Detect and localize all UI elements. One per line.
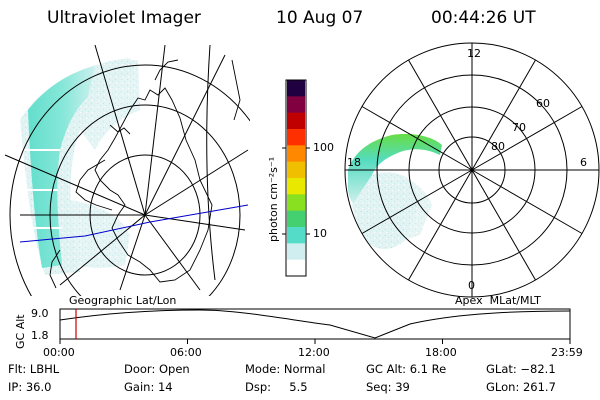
- colorbar: [282, 79, 310, 277]
- lat-label-60: 60: [536, 97, 550, 110]
- lat-label-80: 80: [491, 140, 505, 153]
- colorbar-segment: [287, 80, 305, 97]
- colorbar-segment: [287, 178, 305, 195]
- mlt-label-12: 12: [467, 47, 481, 60]
- info-glat: GLat: −82.1: [486, 362, 556, 376]
- info-flight: Flt: LBHL: [8, 362, 60, 376]
- altitude-xtick: 18:00: [425, 346, 457, 359]
- date-label: 10 Aug 07: [276, 8, 364, 28]
- altitude-ytick-min: 1.8: [31, 329, 49, 342]
- info-dsp: Dsp: 5.5: [245, 380, 308, 394]
- altitude-ylabel: GC Alt: [14, 314, 27, 349]
- colorbar-segment: [287, 194, 305, 212]
- info-gc-alt: GC Alt: 6.1 Re: [366, 362, 447, 376]
- colorbar-segment: [287, 161, 305, 179]
- colorbar-unit-label: photon cm⁻²s⁻¹: [267, 156, 280, 242]
- colorbar-segment: [287, 243, 305, 261]
- info-glon: GLon: 261.7: [486, 380, 556, 394]
- mlt-label-18: 18: [347, 156, 361, 169]
- mlt-label-6: 6: [580, 156, 587, 169]
- geographic-map: [4, 44, 250, 296]
- colorbar-segment: [287, 259, 305, 277]
- altitude-curve: [59, 309, 571, 339]
- colorbar-segment: [287, 210, 305, 228]
- info-door: Door: Open: [124, 362, 190, 376]
- colorbar-segment: [287, 145, 305, 163]
- mlt-label-0: 0: [468, 279, 475, 292]
- altitude-ytick-max: 9.0: [31, 307, 49, 320]
- altitude-xtick: 06:00: [170, 346, 202, 359]
- time-label: 00:44:26 UT: [431, 8, 536, 28]
- info-mode: Mode: Normal: [245, 362, 326, 376]
- info-ip: IP: 36.0: [8, 380, 52, 394]
- orbit-track: [19, 204, 249, 243]
- altitude-xtick: 23:59: [551, 346, 583, 359]
- colorbar-segment: [287, 227, 305, 244]
- info-seq: Seq: 39: [366, 380, 410, 394]
- altitude-plot: [59, 308, 571, 344]
- altitude-xtick: 00:00: [43, 346, 75, 359]
- colorbar-segment: [287, 129, 305, 146]
- apex-polar-plot: [344, 42, 600, 298]
- instrument-title: Ultraviolet Imager: [47, 8, 201, 28]
- colorbar-segment: [287, 96, 305, 114]
- coastline: [49, 59, 241, 289]
- colorbar-segment: [287, 112, 305, 130]
- lat-label-70: 70: [512, 121, 526, 134]
- geographic-panel-label: Geographic Lat/Lon: [69, 294, 177, 307]
- apex-panel-label: Apex MLat/MLT: [455, 294, 541, 307]
- colorbar-tick-10: 10: [313, 227, 327, 240]
- altitude-xtick: 12:00: [298, 346, 330, 359]
- info-gain: Gain: 14: [124, 380, 173, 394]
- colorbar-tick-100: 100: [313, 141, 334, 154]
